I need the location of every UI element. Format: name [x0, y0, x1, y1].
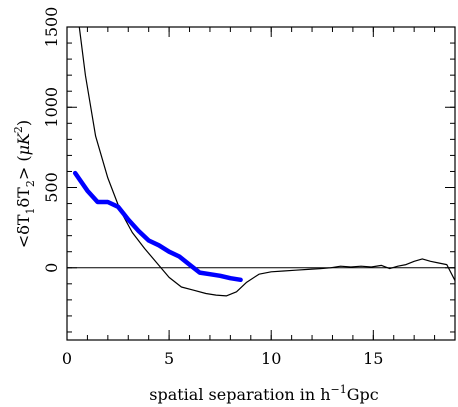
series-line-blue: [72, 170, 243, 283]
y-tick-label: 500: [42, 172, 61, 203]
x-tick-label: 0: [62, 349, 72, 368]
series-line-black: [78, 27, 455, 297]
x-tick-label: 10: [261, 349, 281, 368]
y-tick-label: 0: [42, 263, 61, 273]
y-tick-label: 1000: [42, 87, 61, 128]
x-tick-label: 5: [164, 349, 174, 368]
x-axis-label: spatial separation in h−1Gpc: [149, 383, 379, 404]
y-tick-label: 1500: [42, 7, 61, 48]
plot-border: [66, 26, 456, 341]
series-layer: [72, 27, 455, 297]
ticks-layer: [66, 26, 456, 340]
tick-labels-layer: 0 5 10 15 0 500 1000 1500: [42, 7, 383, 368]
plot-frame: [66, 26, 456, 341]
y-axis-label: <δT1δT2> (μK2): [12, 120, 37, 248]
x-tick-label: 15: [363, 349, 383, 368]
